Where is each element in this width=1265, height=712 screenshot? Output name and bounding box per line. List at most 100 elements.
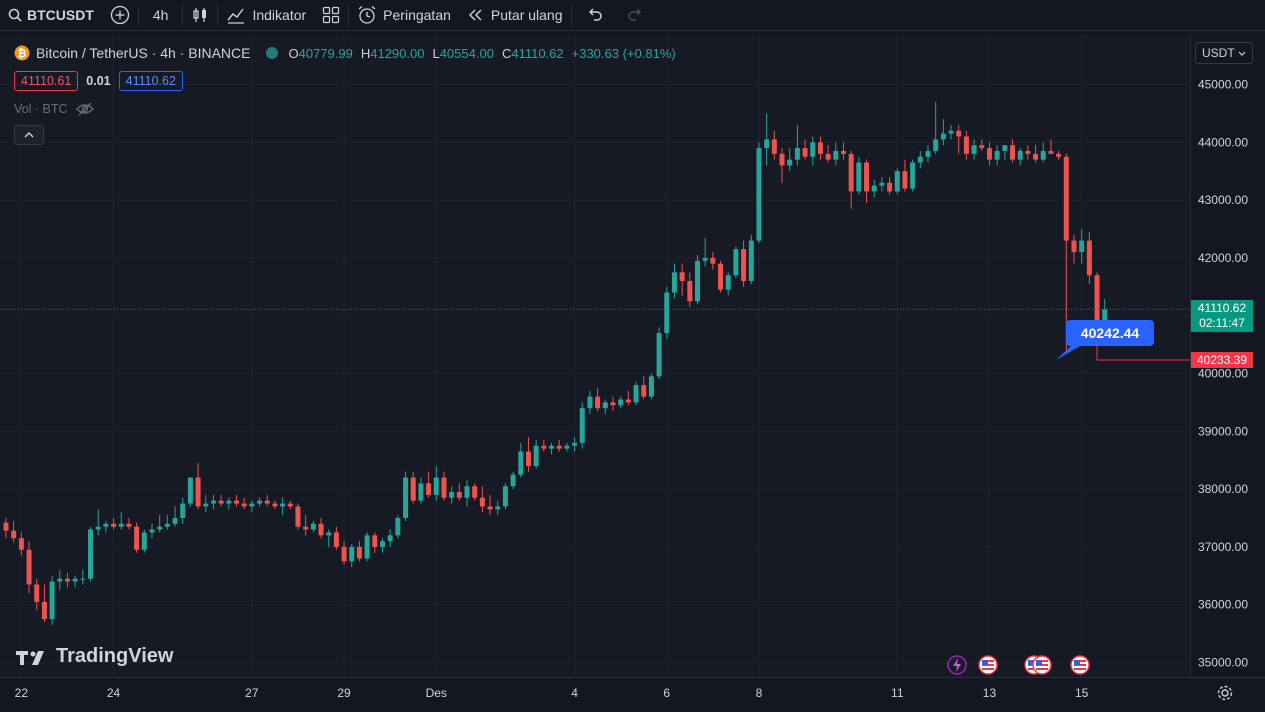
candle-body <box>195 477 201 507</box>
candle-body <box>1002 145 1008 151</box>
candle-body <box>456 491 462 498</box>
candle <box>1063 153 1069 351</box>
candle-body <box>318 523 324 536</box>
candle <box>410 471 416 504</box>
indicators-button[interactable]: Indikator <box>218 0 314 30</box>
candle <box>164 515 170 530</box>
candle-body <box>833 150 839 160</box>
candle <box>364 532 370 562</box>
candle-body <box>817 142 823 154</box>
candle-body <box>541 445 547 449</box>
replay-button[interactable]: Putar ulang <box>459 0 571 30</box>
candle-body <box>1102 309 1108 329</box>
candle-body <box>257 500 263 504</box>
candle <box>141 529 147 553</box>
candle <box>1040 142 1046 163</box>
candle <box>456 483 462 501</box>
candle-body <box>579 408 585 443</box>
candle-body <box>917 156 923 163</box>
candle <box>441 471 447 501</box>
candle <box>587 390 593 414</box>
symbol-search-button[interactable]: BTCUSDT <box>0 0 102 30</box>
svg-text:₿: ₿ <box>18 48 27 60</box>
candle <box>1025 145 1031 160</box>
time-scale[interactable] <box>0 677 1265 712</box>
candle-body <box>564 445 570 449</box>
candle <box>226 497 232 510</box>
eye-hidden-icon[interactable] <box>75 102 94 116</box>
market-status-dot[interactable] <box>266 47 279 59</box>
candle-body <box>379 541 385 547</box>
ohlc-change: +330.63 (+0.81%) <box>571 45 676 61</box>
candle-body <box>610 402 616 406</box>
layouts-button[interactable] <box>314 0 348 30</box>
candle-body <box>72 578 78 582</box>
candle-body <box>940 133 946 140</box>
candle-body <box>879 182 885 186</box>
currency-selector[interactable]: USDT <box>1195 42 1253 64</box>
candle <box>195 463 201 510</box>
undo-button[interactable] <box>572 0 618 30</box>
candle-body <box>718 263 724 290</box>
candle-body <box>572 442 578 446</box>
candle <box>618 396 624 409</box>
alerts-button[interactable]: Peringatan <box>349 0 459 30</box>
candle-body <box>426 483 432 495</box>
candle-body <box>533 445 539 466</box>
candle <box>533 439 539 469</box>
price-callout[interactable]: 40242.44 <box>1066 320 1154 346</box>
candle-body <box>249 503 255 507</box>
candle-body <box>802 148 808 157</box>
candle <box>963 130 969 160</box>
candle-body <box>218 500 224 504</box>
candle-body <box>1063 156 1069 241</box>
candle-body <box>963 136 969 154</box>
current-price-label: 41110.62 <box>1197 301 1247 315</box>
x-tick-label: 11 <box>891 686 904 700</box>
interval-button[interactable]: 4h <box>152 7 169 23</box>
sell-button[interactable]: 41110.61 <box>14 71 79 91</box>
candle <box>648 373 654 400</box>
chart-legend: ₿ Bitcoin / TetherUS · 4h · BINANCE O407… <box>14 45 676 61</box>
tradingview-logo-icon <box>16 650 44 665</box>
candle <box>18 532 24 556</box>
us-flag-event-icon[interactable] <box>978 655 998 675</box>
toolbar-separator <box>182 5 184 25</box>
redo-button[interactable] <box>618 0 652 30</box>
us-flag-event-icon[interactable] <box>1032 655 1052 675</box>
us-flag-event-icon[interactable] <box>1070 655 1090 675</box>
candle-body <box>272 503 278 507</box>
candle <box>710 252 716 270</box>
y-tick-label: 45000.00 <box>1198 78 1248 92</box>
candle <box>49 575 55 625</box>
alert-price-badge[interactable]: 40233.39 <box>1191 352 1253 368</box>
plus-circle-icon <box>110 5 130 25</box>
candle <box>203 494 209 513</box>
candle-body <box>902 171 908 189</box>
candle-body <box>111 523 117 527</box>
candle <box>372 532 378 553</box>
indicators-icon <box>227 8 245 24</box>
collapse-legend-button[interactable] <box>14 125 44 145</box>
candle <box>579 402 585 449</box>
candle <box>41 584 47 623</box>
candle-body <box>664 292 670 334</box>
gear-icon[interactable] <box>1216 684 1234 702</box>
candle <box>979 139 985 151</box>
candle <box>894 168 900 195</box>
lightning-event-icon[interactable] <box>947 655 967 675</box>
chart-type-button[interactable] <box>183 0 217 30</box>
volume-legend[interactable]: Vol · BTC <box>14 102 94 116</box>
candle-body <box>602 402 608 409</box>
candle <box>395 515 401 539</box>
toolbar-separator <box>570 5 572 25</box>
buy-button[interactable]: 41110.62 <box>118 71 183 91</box>
compare-button[interactable] <box>102 0 138 30</box>
candle <box>479 486 485 513</box>
x-tick-label: 4 <box>571 686 578 700</box>
x-tick-label: 15 <box>1075 686 1089 700</box>
ohlc-open-key: O <box>288 45 299 61</box>
currency-label: USDT <box>1202 46 1235 60</box>
legend-title[interactable]: Bitcoin / TetherUS · 4h · BINANCE <box>36 45 251 61</box>
